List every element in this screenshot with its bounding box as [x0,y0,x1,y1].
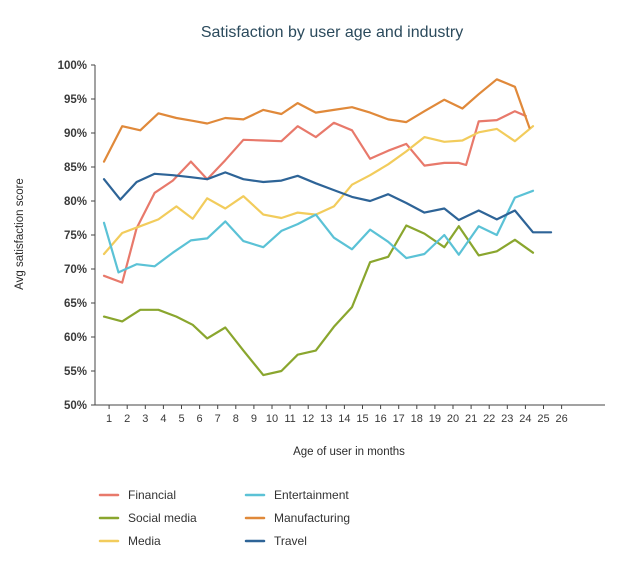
x-axis-title: Age of user in months [293,446,405,458]
y-tick-label: 90% [64,128,87,140]
x-tick-label: 26 [555,413,567,425]
chart-title: Satisfaction by user age and industry [201,24,463,41]
legend-label: Travel [274,534,307,548]
x-tick-label: 3 [142,413,148,425]
series-line-entertainment [102,189,535,274]
x-tick-label: 16 [374,413,386,425]
x-tick-label: 25 [537,413,549,425]
x-tick-label: 22 [483,413,495,425]
y-tick-label: 50% [64,400,87,412]
x-tick-label: 15 [356,413,368,425]
legend-item-travel: Travel [244,534,307,548]
legend-label: Media [128,534,161,548]
y-tick-label: 100% [58,60,87,72]
x-tick-label: 23 [501,413,513,425]
x-tick-label: 14 [338,413,350,425]
y-tick-label: 80% [64,196,87,208]
y-tick-label: 95% [64,94,87,106]
x-tick-label: 21 [465,413,477,425]
x-tick-label: 4 [160,413,166,425]
x-tick-label: 20 [447,413,459,425]
x-tick-label: 5 [178,413,184,425]
y-tick-label: 85% [64,162,87,174]
series-line-travel [102,171,553,234]
y-axis-title: Avg satisfaction score [14,178,26,290]
series-layer [102,78,553,377]
x-tick-label: 24 [519,413,531,425]
x-tick-label: 6 [197,413,203,425]
x-tick-label: 7 [215,413,221,425]
x-tick-label: 2 [124,413,130,425]
y-tick-label: 75% [64,230,87,242]
legend-item-social-media: Social media [98,511,197,525]
y-tick-label: 55% [64,366,87,378]
x-tick-label: 12 [302,413,314,425]
x-tick-label: 11 [284,413,295,425]
x-tick-label: 1 [106,413,112,425]
y-tick-label: 65% [64,298,87,310]
x-tick-label: 17 [393,413,405,425]
series-line-manufacturing [102,78,531,163]
x-tick-label: 18 [411,413,423,425]
legend-label: Social media [128,511,197,525]
x-tick-label: 9 [251,413,257,425]
series-line-social-media [102,224,535,377]
legend-item-entertainment: Entertainment [244,488,349,502]
legend-item-financial: Financial [98,488,176,502]
legend: Financial Social media Media Entertainment M… [98,488,350,548]
legend-item-media: Media [98,534,161,548]
legend-item-manufacturing: Manufacturing [244,511,350,525]
legend-label: Manufacturing [274,511,350,525]
legend-label: Financial [128,488,176,502]
x-tick-label: 19 [429,413,441,425]
series-line-financial [102,110,527,284]
series-line-media [102,125,535,256]
legend-label: Entertainment [274,488,349,502]
y-tick-label: 70% [64,264,87,276]
y-axis-ticks: 50% 55% 60% 65% 70% 75% 80% 85% 90% 95% 100% [58,60,95,412]
x-tick-label: 13 [320,413,332,425]
x-axis-ticks: 1 2 3 4 5 6 7 8 9 10 11 12 13 14 15 16 17 18 19 20 21 22 23 24 2… [106,405,568,425]
x-tick-label: 8 [233,413,239,425]
x-tick-label: 10 [266,413,278,425]
y-tick-label: 60% [64,332,87,344]
